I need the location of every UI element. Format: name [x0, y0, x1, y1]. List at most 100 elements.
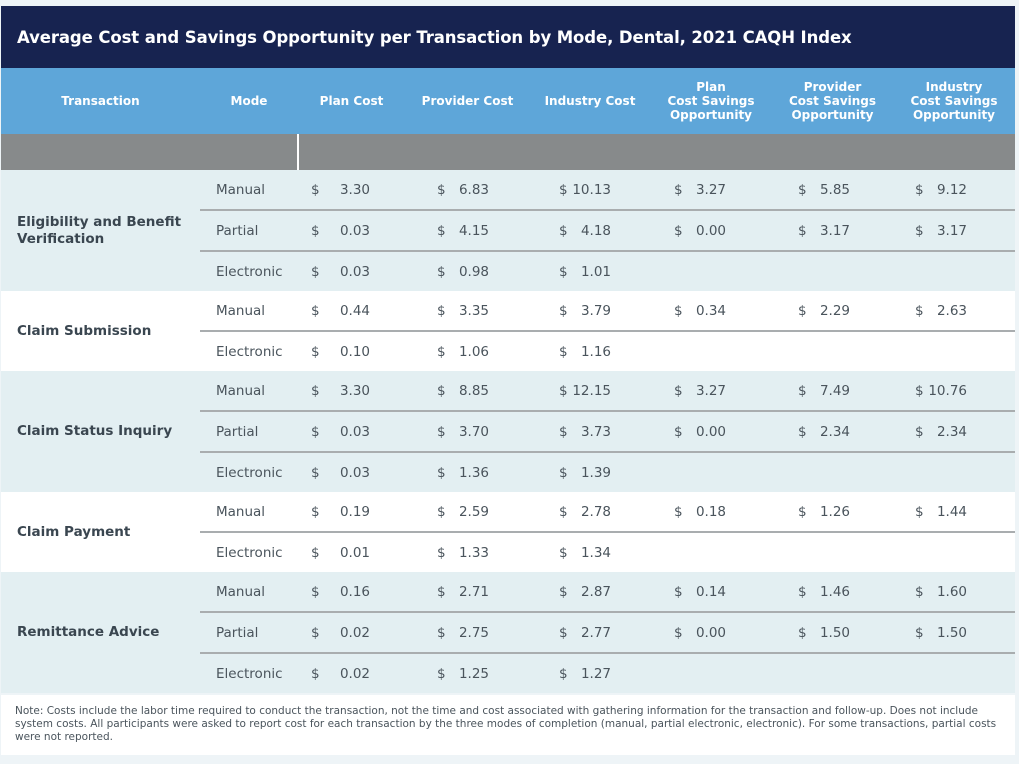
currency-symbol: $: [437, 583, 446, 600]
cost-value: 0.01: [339, 544, 370, 561]
value-cell: $2.75: [405, 612, 530, 654]
currency-symbol: $: [437, 382, 446, 399]
value-cell: [772, 653, 893, 693]
currency-symbol: $: [798, 583, 807, 600]
value-cell: $3.17: [893, 210, 1015, 252]
value-cell: $0.00: [650, 210, 772, 252]
table-row: Electronic $0.01 $1.33 $1.34: [1, 532, 1015, 572]
value-cell: [893, 532, 1015, 572]
table-row: Remittance Advice Manual $0.16 $2.71 $2.87 $0…: [1, 572, 1015, 693]
value-cell: $0.44: [298, 291, 405, 332]
value-cell: $3.27: [650, 371, 772, 412]
col-provider-cost-header: Provider Cost: [405, 68, 530, 134]
value-cell: $1.36: [405, 452, 530, 492]
cost-value: 8.85: [458, 382, 489, 399]
transaction-label: Claim Submission: [1, 291, 200, 371]
currency-symbol: $: [915, 181, 924, 198]
currency-symbol: $: [437, 343, 446, 360]
cost-value: 0.16: [339, 583, 370, 600]
cost-value: 1.25: [458, 665, 489, 682]
currency-symbol: $: [559, 464, 568, 481]
value-cell: $7.49: [772, 371, 893, 412]
cost-value: 3.70: [458, 423, 489, 440]
cost-value: 0.03: [339, 222, 370, 239]
value-cell: $4.15: [405, 210, 530, 252]
cost-value: 3.27: [695, 382, 726, 399]
currency-symbol: $: [798, 302, 807, 319]
value-cell: $1.60: [893, 572, 1015, 613]
currency-symbol: $: [559, 544, 568, 561]
value-cell: $8.85: [405, 371, 530, 412]
value-cell: $2.34: [893, 411, 1015, 453]
currency-symbol: $: [674, 302, 683, 319]
cost-value: 4.15: [458, 222, 489, 239]
cost-value: 1.27: [580, 665, 611, 682]
cost-value: 1.16: [580, 343, 611, 360]
cost-value: 2.34: [936, 423, 967, 440]
currency-symbol: $: [798, 503, 807, 520]
cost-value: 0.18: [695, 503, 726, 520]
currency-symbol: $: [311, 302, 320, 319]
cost-value: 0.34: [695, 302, 726, 319]
currency-symbol: $: [559, 263, 568, 280]
value-cell: $3.17: [772, 210, 893, 252]
currency-symbol: $: [437, 624, 446, 641]
cost-value: 10.13: [572, 181, 611, 198]
currency-symbol: $: [559, 423, 568, 440]
col-industry-cost-header: Industry Cost: [530, 68, 650, 134]
currency-symbol: $: [437, 464, 446, 481]
value-cell: $1.26: [772, 492, 893, 533]
currency-symbol: $: [311, 544, 320, 561]
mode-cell: Manual: [200, 492, 298, 533]
cost-value: 0.03: [339, 464, 370, 481]
currency-symbol: $: [311, 583, 320, 600]
currency-symbol: $: [311, 423, 320, 440]
value-cell: $2.29: [772, 291, 893, 332]
value-cell: $1.44: [893, 492, 1015, 533]
table-row: Partial $0.03 $3.70 $3.73 $0.00 $2.34 $2.34: [1, 411, 1015, 453]
value-cell: $0.98: [405, 251, 530, 291]
cost-value: 2.78: [580, 503, 611, 520]
value-cell: $1.25: [405, 653, 530, 693]
cost-value: 1.26: [819, 503, 850, 520]
currency-symbol: $: [311, 343, 320, 360]
value-cell: $6.83: [405, 170, 530, 211]
currency-symbol: $: [915, 222, 924, 239]
mode-cell: Manual: [200, 371, 298, 412]
currency-symbol: $: [437, 423, 446, 440]
table-figure: Average Cost and Savings Opportunity per…: [1, 6, 1015, 755]
cost-value: 0.02: [339, 624, 370, 641]
table-row: Claim Status Inquiry Manual $3.30 $8.85 $12.…: [1, 371, 1015, 492]
value-cell: $1.27: [530, 653, 650, 693]
currency-symbol: $: [437, 222, 446, 239]
value-cell: $0.02: [298, 612, 405, 654]
cost-value: 0.44: [339, 302, 370, 319]
transaction-label: Claim Status Inquiry: [1, 371, 200, 492]
value-cell: [772, 452, 893, 492]
value-cell: $3.73: [530, 411, 650, 453]
table-row: Claim Submission Manual $0.44 $3.35 $3.79 $0.…: [1, 291, 1015, 371]
cost-value: 1.50: [936, 624, 967, 641]
currency-symbol: $: [798, 624, 807, 641]
cost-value: 7.49: [819, 382, 850, 399]
currency-symbol: $: [311, 181, 320, 198]
currency-symbol: $: [311, 464, 320, 481]
value-cell: [650, 331, 772, 371]
currency-symbol: $: [311, 503, 320, 520]
cost-value: 10.76: [928, 382, 967, 399]
cost-value: 6.83: [458, 181, 489, 198]
value-cell: $0.01: [298, 532, 405, 572]
cost-value: 12.15: [572, 382, 611, 399]
mode-cell: Manual: [200, 291, 298, 332]
value-cell: $1.33: [405, 532, 530, 572]
mode-cell: Electronic: [200, 653, 298, 693]
value-cell: $2.87: [530, 572, 650, 613]
currency-symbol: $: [311, 624, 320, 641]
value-cell: $0.00: [650, 612, 772, 654]
cost-value: 3.73: [580, 423, 611, 440]
cost-value: 1.34: [580, 544, 611, 561]
col-industry-savings-header: Industry Cost Savings Opportunity: [893, 68, 1015, 134]
mode-cell: Partial: [200, 411, 298, 453]
header-row: Transaction Mode Plan Cost Provider Cost Ind…: [1, 68, 1015, 134]
currency-symbol: $: [674, 181, 683, 198]
